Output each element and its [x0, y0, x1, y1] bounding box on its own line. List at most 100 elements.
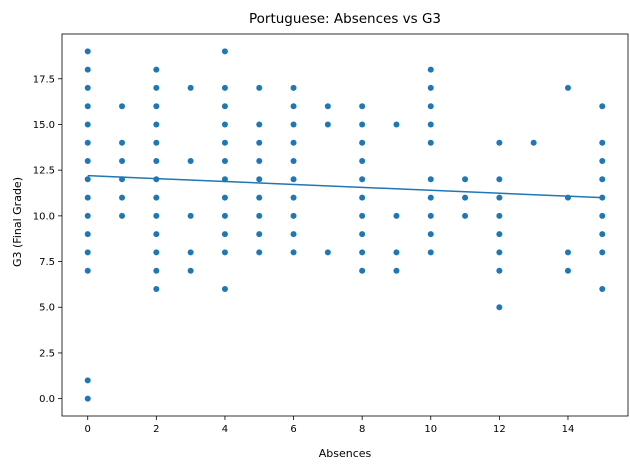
data-point [496, 304, 503, 311]
data-point [427, 103, 434, 110]
data-point [84, 84, 91, 91]
data-point [84, 48, 91, 55]
data-point [153, 66, 160, 73]
data-point [153, 285, 160, 292]
chart-title: Portuguese: Absences vs G3 [249, 11, 441, 27]
data-point [256, 139, 263, 146]
data-point [427, 231, 434, 238]
data-point [84, 249, 91, 256]
data-point [84, 231, 91, 238]
data-point [359, 231, 366, 238]
data-point [256, 194, 263, 201]
data-point [290, 194, 297, 201]
data-point [599, 103, 606, 110]
data-point [599, 231, 606, 238]
data-point [599, 139, 606, 146]
x-tick-label: 8 [359, 424, 365, 435]
data-point [427, 66, 434, 73]
data-point [530, 139, 537, 146]
y-tick-label: 5.0 [39, 303, 55, 314]
y-tick-label: 2.5 [39, 348, 55, 359]
data-point [427, 249, 434, 256]
data-point [221, 194, 228, 201]
data-point [119, 158, 126, 165]
data-point [221, 103, 228, 110]
y-tick-label: 10.0 [33, 211, 55, 222]
data-point [359, 158, 366, 165]
data-point [256, 84, 263, 91]
y-tick-label: 0.0 [39, 394, 55, 405]
data-point [290, 249, 297, 256]
data-point [290, 176, 297, 183]
data-point [153, 212, 160, 219]
data-point [84, 121, 91, 128]
data-point [599, 176, 606, 183]
data-point [599, 249, 606, 256]
data-point [256, 231, 263, 238]
data-point [84, 176, 91, 183]
data-point [599, 158, 606, 165]
x-tick-label: 12 [493, 424, 506, 435]
data-point [496, 139, 503, 146]
data-point [290, 231, 297, 238]
data-point [564, 249, 571, 256]
data-point [359, 176, 366, 183]
data-point [84, 267, 91, 274]
data-point [221, 158, 228, 165]
data-point [564, 84, 571, 91]
trend-line [87, 174, 603, 199]
data-point [187, 158, 194, 165]
data-point [290, 121, 297, 128]
data-point [84, 66, 91, 73]
x-axis: 0 2 4 6 8 10 12 14 [85, 416, 574, 435]
y-tick-label: 12.5 [33, 166, 55, 177]
data-point [84, 377, 91, 384]
data-point [119, 103, 126, 110]
data-point [256, 121, 263, 128]
data-point [496, 176, 503, 183]
data-point [290, 212, 297, 219]
y-axis: 0.0 2.5 5.0 7.5 10.0 12.5 15.0 17.5 [33, 74, 62, 405]
data-point [427, 212, 434, 219]
data-point [359, 267, 366, 274]
data-point [427, 176, 434, 183]
data-point [221, 285, 228, 292]
data-point [427, 139, 434, 146]
data-point [221, 212, 228, 219]
data-point [84, 194, 91, 201]
data-point [359, 249, 366, 256]
data-point [221, 84, 228, 91]
data-point [221, 48, 228, 55]
data-point [359, 121, 366, 128]
data-point [393, 212, 400, 219]
y-axis-label: G3 (Final Grade) [11, 177, 24, 267]
data-point [187, 84, 194, 91]
data-point [84, 139, 91, 146]
data-point [324, 249, 331, 256]
data-point [84, 212, 91, 219]
data-point [153, 103, 160, 110]
data-point [496, 212, 503, 219]
data-point [393, 267, 400, 274]
plot-frame [61, 33, 629, 417]
x-tick-label: 2 [153, 424, 159, 435]
data-point [256, 176, 263, 183]
data-point [153, 194, 160, 201]
y-tick-label: 7.5 [39, 257, 55, 268]
data-point [153, 84, 160, 91]
data-point [221, 231, 228, 238]
data-point [324, 121, 331, 128]
data-point [290, 103, 297, 110]
data-point [599, 285, 606, 292]
data-point [84, 158, 91, 165]
data-point [427, 84, 434, 91]
data-point [359, 194, 366, 201]
data-point [187, 212, 194, 219]
data-point [153, 158, 160, 165]
x-tick-label: 4 [222, 424, 228, 435]
data-point [153, 231, 160, 238]
data-point [187, 249, 194, 256]
y-tick-label: 17.5 [33, 74, 55, 85]
data-point [256, 212, 263, 219]
